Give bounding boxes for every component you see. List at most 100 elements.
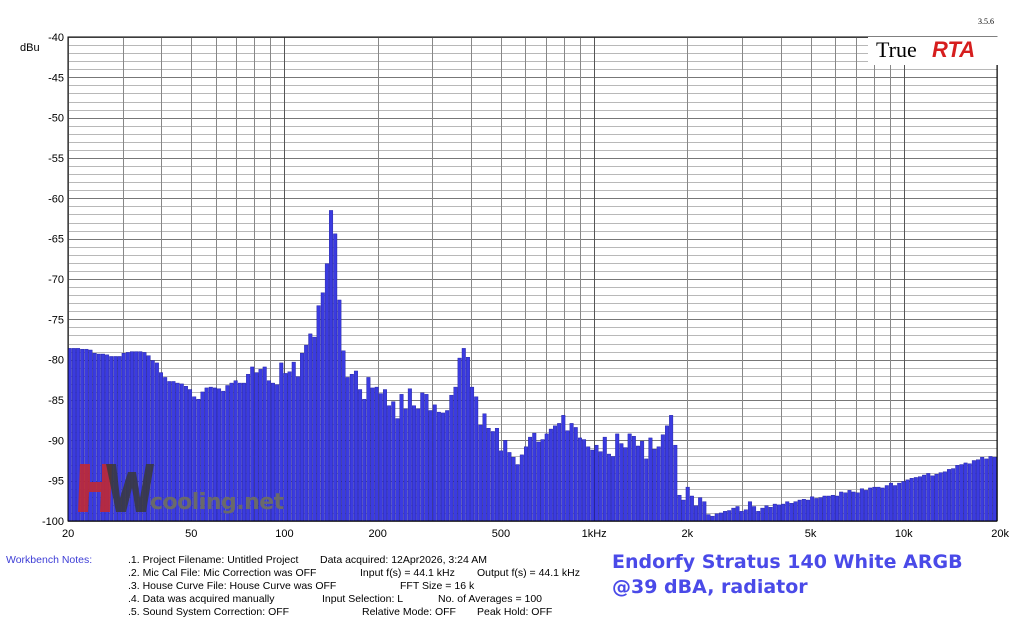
y-tick-label: -75: [48, 314, 64, 326]
spectrum-bar: [602, 436, 607, 522]
spectrum-bar: [611, 456, 616, 522]
spectrum-bar: [718, 512, 723, 522]
spectrum-bar: [942, 471, 947, 522]
spectrum-bar: [428, 410, 433, 522]
note-relative-mode: Relative Mode: OFF: [362, 606, 456, 618]
spectrum-bar: [864, 490, 869, 522]
spectrum-bar: [573, 427, 578, 522]
spectrum-bar: [756, 511, 761, 522]
spectrum-bar: [702, 501, 707, 522]
spectrum-bar: [789, 503, 794, 522]
spectrum-bar: [366, 377, 371, 522]
spectrum-bar: [362, 398, 367, 522]
spectrum-bar: [557, 423, 562, 522]
spectrum-bar: [470, 386, 475, 522]
spectrum-bar: [776, 504, 781, 522]
spectrum-bar: [631, 436, 636, 522]
spectrum-bar: [507, 452, 512, 522]
spectrum-bar: [370, 387, 375, 522]
hwcooling-watermark: cooling.net: [76, 452, 286, 522]
x-tick-label: 20k: [991, 528, 1009, 540]
spectrum-bar: [383, 389, 387, 522]
spectrum-bar: [727, 510, 732, 522]
spectrum-bar: [694, 505, 698, 522]
caption-line-1: Endorfy Stratus 140 White ARGB: [612, 551, 963, 573]
spectrum-bar: [801, 499, 806, 522]
spectrum-bar: [606, 453, 611, 522]
x-tick-label: 20: [62, 528, 74, 540]
spectrum-bar: [461, 348, 466, 522]
spectrum-bar: [971, 460, 976, 522]
spectrum-bar: [739, 511, 744, 522]
hw-logo-icon: [78, 464, 154, 512]
spectrum-bar: [412, 405, 416, 522]
spectrum-bar: [465, 357, 470, 522]
spectrum-bar: [752, 506, 757, 522]
spectrum-bar: [503, 440, 508, 522]
spectrum-bar: [706, 514, 711, 522]
spectrum-bar: [951, 468, 956, 522]
spectrum-bar: [681, 499, 686, 522]
spectrum-bar: [913, 477, 918, 522]
notes-title: Workbench Notes:: [6, 554, 93, 566]
spectrum-bar: [830, 494, 835, 522]
spectrum-bar: [648, 437, 653, 522]
chart-caption: Endorfy Stratus 140 White ARGB @39 dBA, …: [612, 550, 1012, 600]
spectrum-bar: [839, 491, 844, 522]
spectrum-bar: [810, 496, 815, 522]
spectrum-bar: [424, 394, 429, 522]
spectrum-bar: [449, 394, 454, 522]
spectrum-bar: [851, 491, 856, 522]
x-tick-label: 100: [275, 528, 293, 540]
spectrum-bar: [561, 415, 566, 522]
spectrum-bar: [689, 495, 694, 522]
spectrum-bar: [843, 492, 848, 522]
spectrum-bar: [287, 371, 292, 522]
spectrum-bar: [640, 440, 645, 522]
spectrum-bar: [922, 474, 927, 522]
x-tick-label: 50: [185, 528, 197, 540]
y-tick-labels: -40 -45 -50 -55 -60 -65 -70 -75 -80 -85 -90 -95 -100: [42, 32, 64, 528]
y-tick-label: -85: [48, 395, 64, 407]
spectrum-bar: [859, 488, 864, 522]
logo-rta-text: RTA: [932, 37, 976, 62]
y-tick-label: -80: [48, 355, 64, 367]
y-tick-label: -45: [48, 72, 64, 84]
spectrum-chart: dBu -40 -45 -50 -55 -60 -65 -70 -75 -80 -85 -90 -95…: [20, 32, 1009, 540]
spectrum-bar: [735, 506, 740, 522]
spectrum-bar: [524, 446, 528, 522]
spectrum-bar: [806, 499, 810, 522]
spectrum-bar: [391, 401, 396, 522]
spectrum-bar: [880, 487, 885, 522]
y-tick-label: -100: [42, 516, 64, 528]
spectrum-bar: [822, 495, 827, 522]
spectrum-bar: [594, 444, 599, 522]
x-tick-label: 200: [368, 528, 386, 540]
spectrum-bar: [909, 478, 914, 522]
spectrum-bar: [482, 413, 487, 522]
spectrum-bar: [532, 432, 537, 522]
spectrum-bar: [884, 485, 889, 522]
note-project: .1. Project Filename: Untitled Project: [128, 554, 299, 566]
spectrum-bar: [569, 423, 574, 522]
spectrum-bar: [793, 501, 798, 522]
spectrum-bar: [320, 292, 325, 522]
spectrum-bar: [536, 441, 541, 522]
spectrum-bar: [407, 388, 412, 522]
spectrum-bar: [528, 436, 533, 522]
spectrum-bar: [544, 433, 549, 522]
workbench-notes: Workbench Notes: .1. Project Filename: U…: [0, 552, 600, 624]
spectrum-bar: [358, 389, 363, 522]
y-tick-label: -90: [48, 435, 64, 447]
spectrum-bar: [457, 357, 462, 522]
y-tick-label: -50: [48, 113, 64, 125]
spectrum-bar: [515, 464, 520, 522]
spectrum-bar: [432, 404, 437, 522]
spectrum-bar: [565, 430, 570, 522]
spectrum-bar: [685, 486, 690, 522]
spectrum-bar: [337, 299, 342, 522]
spectrum-bar: [714, 513, 719, 522]
spectrum-bar: [652, 449, 657, 522]
truerta-logo: True RTA: [868, 37, 998, 65]
spectrum-bar: [329, 210, 334, 522]
